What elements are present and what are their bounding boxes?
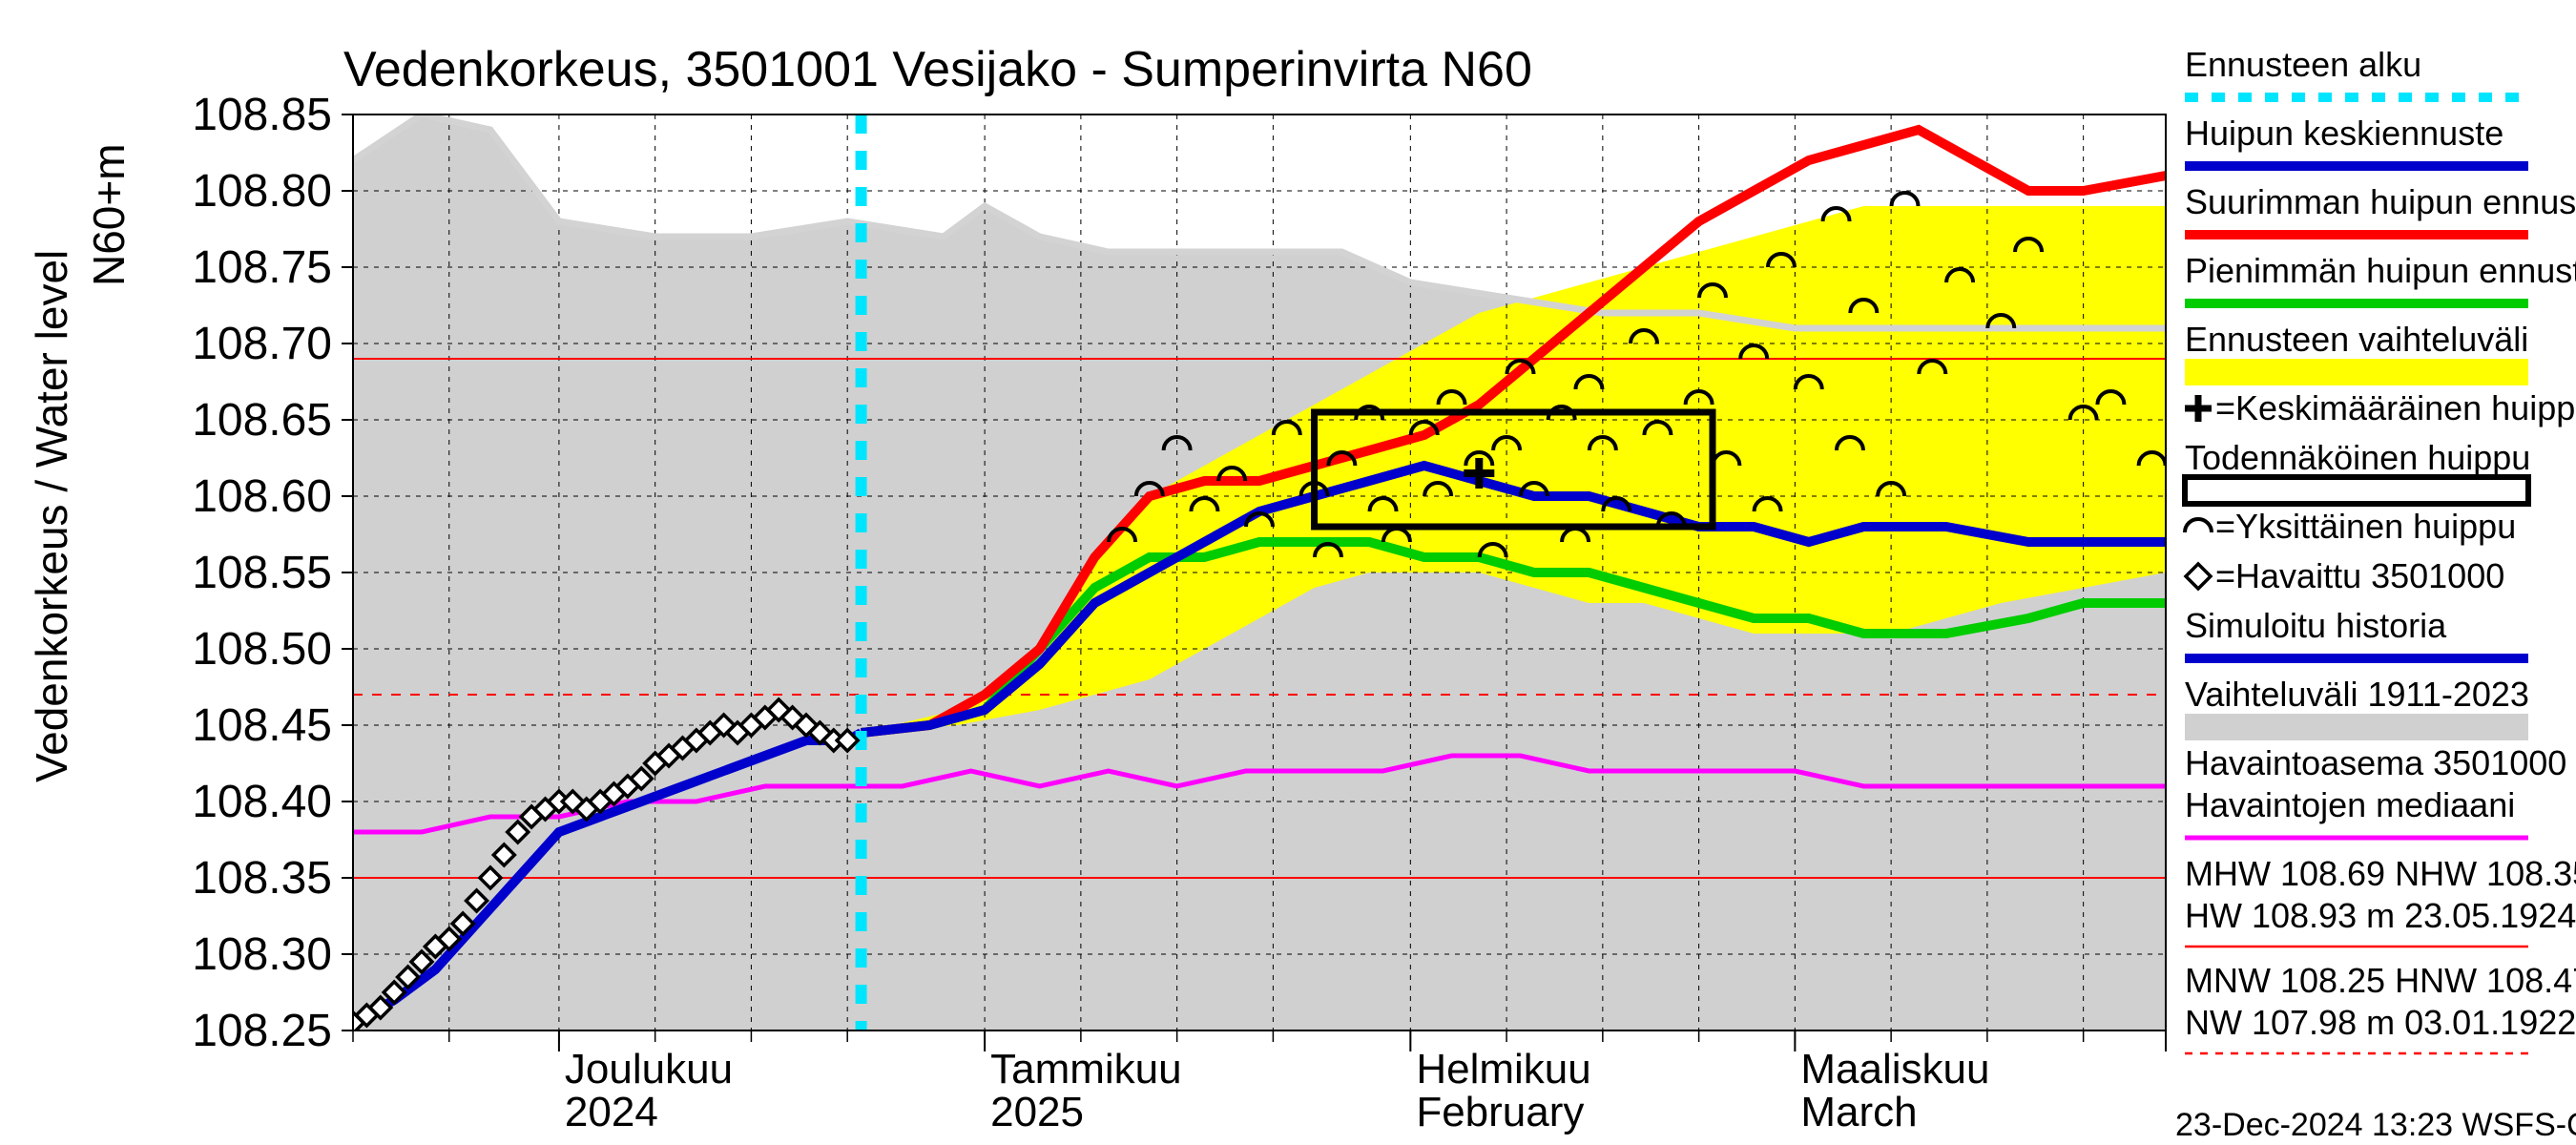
y-tick-label: 108.65 — [192, 395, 332, 446]
legend-label: Suurimman huipun ennuste — [2185, 182, 2576, 221]
y-tick-label: 108.75 — [192, 242, 332, 293]
x-month-label: Tammikuu — [990, 1046, 1182, 1093]
legend-swatch-band — [2185, 714, 2528, 740]
legend-item: Ennusteen vaihteluväli — [2185, 320, 2528, 385]
x-month-sublabel: 2024 — [565, 1089, 658, 1135]
legend-label: Simuloitu historia — [2185, 606, 2447, 645]
chart-svg: 108.25 108.30 108.35 108.40 108.45 108.50 108.… — [0, 0, 2576, 1145]
legend-label: Todennäköinen huippu — [2185, 438, 2530, 477]
y-tick-label: 108.35 — [192, 853, 332, 904]
legend-label: HW 108.93 m 23.05.1924 — [2185, 896, 2576, 935]
legend-label: Ennusteen alku — [2185, 45, 2421, 84]
legend-item: Suurimman huipun ennuste — [2185, 182, 2576, 235]
water-level-chart: 108.25 108.30 108.35 108.40 108.45 108.50 108.… — [0, 0, 2576, 1145]
diamond-icon — [2186, 564, 2211, 589]
legend-item: =Keskimääräinen huippu — [2185, 388, 2576, 427]
y-tick-label: 108.25 — [192, 1006, 332, 1056]
y-tick-label: 108.40 — [192, 777, 332, 827]
legend-item: Huipun keskiennuste — [2185, 114, 2528, 166]
legend-swatch-box — [2185, 477, 2528, 504]
y-tick-label: 108.80 — [192, 166, 332, 217]
y-axis-label: Vedenkorkeus / Water level — [27, 250, 76, 782]
legend-swatch-band — [2185, 359, 2528, 385]
legend-item: MHW 108.69 NHW 108.35 — [2185, 854, 2576, 893]
legend-item: Simuloitu historia — [2185, 606, 2528, 658]
y-tick-label: 108.45 — [192, 700, 332, 751]
legend-item: HW 108.93 m 23.05.1924 — [2185, 896, 2576, 947]
chart-title: Vedenkorkeus, 3501001 Vesijako - Sumperi… — [343, 42, 1532, 97]
x-month-label: Maaliskuu — [1800, 1046, 1989, 1093]
legend-label: Pienimmän huipun ennuste — [2185, 251, 2576, 290]
y-tick-label: 108.60 — [192, 471, 332, 522]
y-tick-label: 108.70 — [192, 319, 332, 369]
x-month-label: Helmikuu — [1416, 1046, 1590, 1093]
legend-label: NW 107.98 m 03.01.1922 — [2185, 1003, 2576, 1042]
legend-label: Vaihteluväli 1911-2023 — [2185, 675, 2529, 714]
y-tick-label: 108.55 — [192, 548, 332, 598]
legend-label: Ennusteen vaihteluväli — [2185, 320, 2528, 359]
legend-item: Havaintoasema 3501000 — [2185, 743, 2566, 782]
legend-label: MNW 108.25 HNW 108.47 — [2185, 961, 2576, 1000]
legend-label: =Havaittu 3501000 — [2215, 556, 2504, 595]
x-month-sublabel: 2025 — [990, 1089, 1084, 1135]
legend-label: Havaintoasema 3501000 — [2185, 743, 2566, 782]
legend-label: MHW 108.69 NHW 108.35 — [2185, 854, 2576, 893]
y-tick-label: 108.30 — [192, 929, 332, 980]
x-month-sublabel: March — [1800, 1089, 1917, 1135]
legend-item: =Yksittäinen huippu — [2185, 507, 2516, 546]
legend-label: =Yksittäinen huippu — [2215, 507, 2516, 546]
footer-timestamp: 23-Dec-2024 13:23 WSFS-O — [2175, 1107, 2576, 1143]
legend-item: Vaihteluväli 1911-2023 — [2185, 675, 2529, 740]
legend-label: Huipun keskiennuste — [2185, 114, 2503, 153]
legend-item: Havaintojen mediaani — [2185, 785, 2528, 838]
legend-item: Pienimmän huipun ennuste — [2185, 251, 2576, 303]
y-axis-unit-label: N60+m — [84, 143, 134, 286]
x-month-sublabel: February — [1416, 1089, 1584, 1135]
arc-icon — [2185, 519, 2212, 532]
legend-item: =Havaittu 3501000 — [2186, 556, 2504, 595]
legend-label: =Keskimääräinen huippu — [2215, 388, 2576, 427]
legend-item: Ennusteen alku — [2185, 45, 2528, 97]
legend-item: Todennäköinen huippu — [2185, 438, 2530, 504]
legend-item: MNW 108.25 HNW 108.47 — [2185, 961, 2576, 1000]
y-tick-label: 108.50 — [192, 624, 332, 675]
legend: Ennusteen alku Huipun keskiennuste Suurimm… — [2185, 45, 2576, 1053]
legend-label: Havaintojen mediaani — [2185, 785, 2515, 824]
legend-item: NW 107.98 m 03.01.1922 — [2185, 1003, 2576, 1053]
y-tick-label: 108.85 — [192, 90, 332, 140]
x-month-label: Joulukuu — [565, 1046, 733, 1093]
